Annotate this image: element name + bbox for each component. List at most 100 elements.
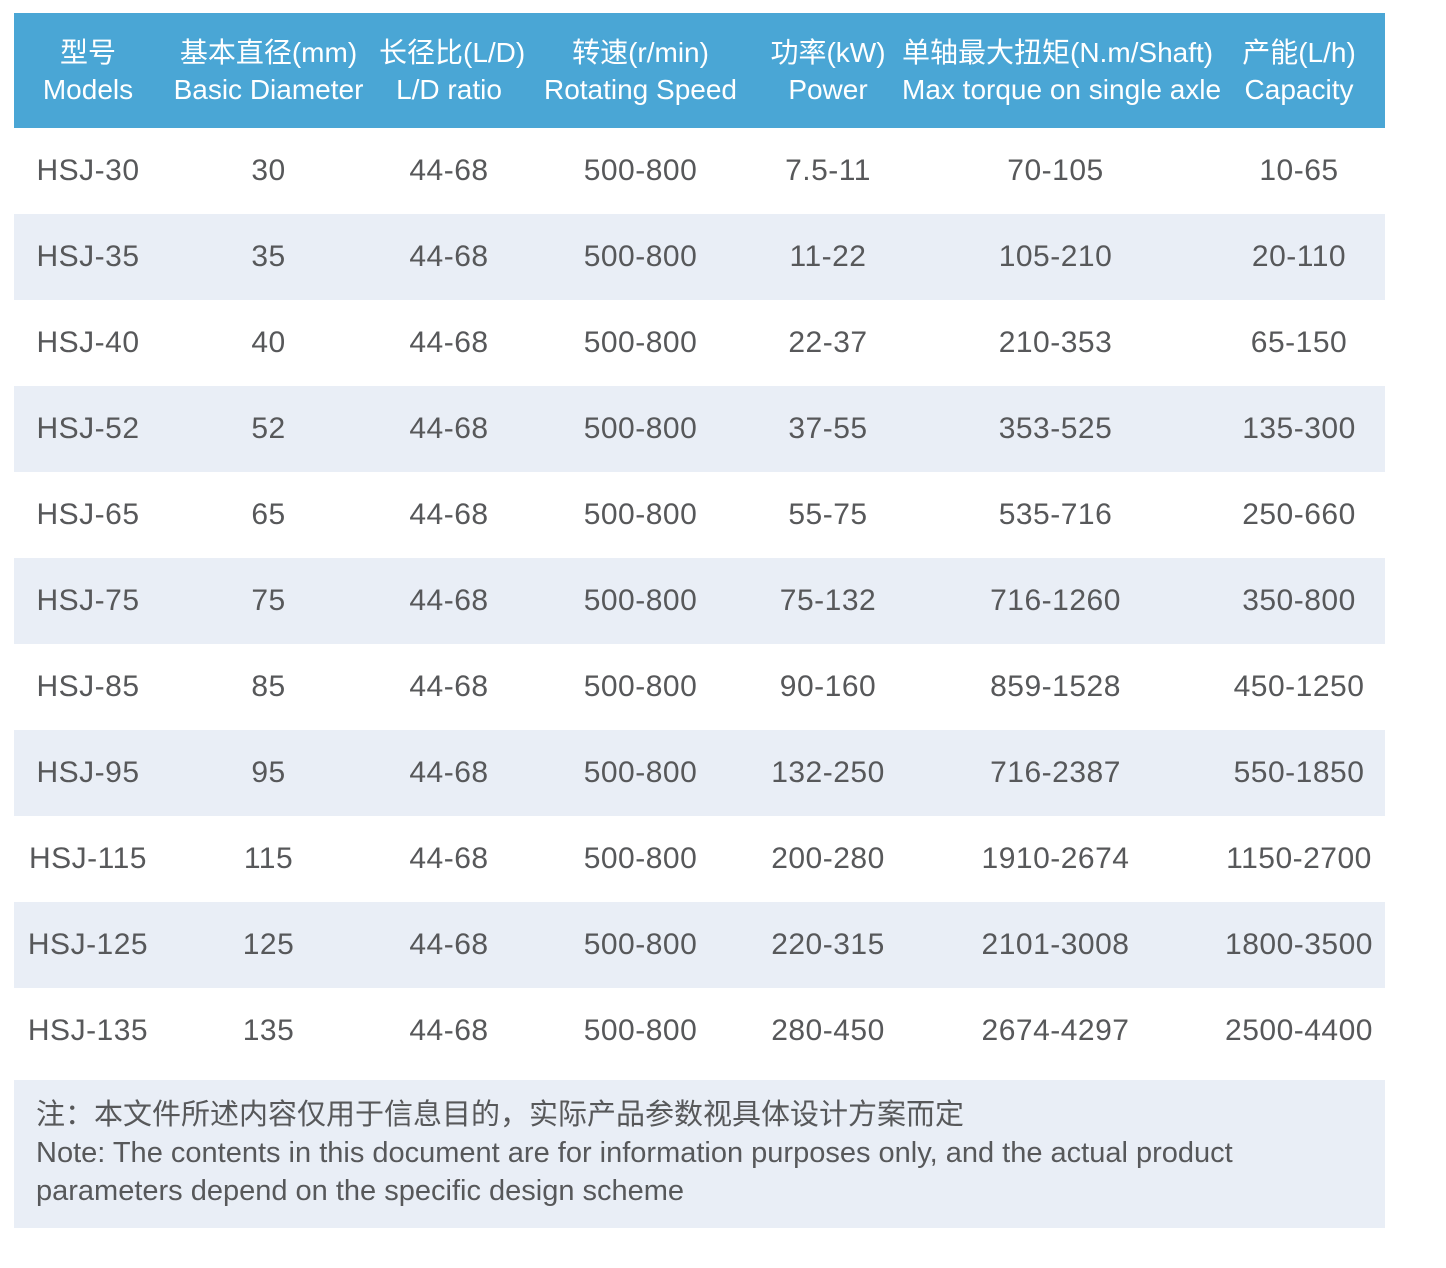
table-cell: 500-800 xyxy=(523,386,758,472)
column-header-zh: 型号 xyxy=(59,36,116,68)
table-cell: 500-800 xyxy=(523,214,758,300)
column-header-models: 型号 Models xyxy=(14,13,162,128)
table-cell: 535-716 xyxy=(998,498,1113,531)
table-cell: 44-68 xyxy=(375,386,523,472)
table-row: HSJ-30 30 44-68 500-800 7.5-11 70-105 10-65 xyxy=(14,128,1385,214)
column-header-zh: 转速(r/min) xyxy=(572,36,709,68)
table-cell: 135 xyxy=(242,1014,295,1047)
table-cell: 65 xyxy=(251,498,286,531)
column-header-en: Models xyxy=(42,73,134,105)
column-header-zh: 单轴最大扭矩(N.m/Shaft) xyxy=(902,36,1214,68)
column-header-en: Basic Diameter xyxy=(173,73,364,105)
table-cell: 550-1850 xyxy=(1213,730,1385,816)
note-box: 注：本文件所述内容仅用于信息目的，实际产品参数视具体设计方案而定 Note: T… xyxy=(14,1080,1385,1228)
model-cell: HSJ-135 xyxy=(27,1014,149,1047)
column-header-en: Rotating Speed xyxy=(543,73,738,105)
table-cell: 2500-4400 xyxy=(1225,1014,1373,1047)
table-cell: 65-150 xyxy=(1250,326,1348,359)
table-cell: 115 xyxy=(243,842,294,875)
column-header-max-torque: 单轴最大扭矩(N.m/Shaft) Max torque on single a… xyxy=(898,13,1222,128)
spec-table-container: 型号 Models 基本直径(mm) Basic Diameter 长径比(L/… xyxy=(14,13,1385,1228)
spec-table: 型号 Models 基本直径(mm) Basic Diameter 长径比(L/… xyxy=(14,13,1385,1074)
model-cell: HSJ-40 xyxy=(36,326,140,359)
table-cell: 220-315 xyxy=(758,902,898,988)
table-row: HSJ-52 52 44-68 500-800 37-55 353-525 135-300 xyxy=(14,386,1385,472)
table-cell: 1910-2674 xyxy=(981,842,1130,875)
table-cell: 95 xyxy=(162,730,375,816)
table-cell: 44-68 xyxy=(375,730,523,816)
table-cell: 500-800 xyxy=(583,670,698,703)
table-cell: 250-660 xyxy=(1242,498,1356,531)
table-cell: 85 xyxy=(251,670,286,703)
table-row: HSJ-75 75 44-68 500-800 75-132 716-1260 350-80… xyxy=(14,558,1385,644)
table-cell: 280-450 xyxy=(771,1014,885,1047)
table-cell: 75-132 xyxy=(758,558,898,644)
model-cell: HSJ-52 xyxy=(14,386,162,472)
table-cell: 70-105 xyxy=(1007,154,1104,187)
table-cell: 37-55 xyxy=(758,386,898,472)
table-cell: 30 xyxy=(251,154,286,187)
column-header-basic-diameter: 基本直径(mm) Basic Diameter xyxy=(162,13,375,128)
table-row: HSJ-115 115 44-68 500-800 200-280 1910-2674 11… xyxy=(14,816,1385,902)
column-header-ld-ratio: 长径比(L/D) L/D ratio xyxy=(375,13,526,128)
table-cell: 105-210 xyxy=(898,214,1213,300)
table-cell: 135-300 xyxy=(1213,386,1385,472)
table-cell: 90-160 xyxy=(779,670,877,703)
column-header-zh: 产能(L/h) xyxy=(1242,36,1356,68)
model-cell: HSJ-35 xyxy=(14,214,162,300)
table-cell: 125 xyxy=(162,902,375,988)
table-cell: 500-800 xyxy=(523,730,758,816)
table-cell: 716-1260 xyxy=(898,558,1213,644)
model-cell: HSJ-75 xyxy=(14,558,162,644)
column-header-en: L/D ratio xyxy=(396,73,502,105)
table-cell: 132-250 xyxy=(758,730,898,816)
column-header-rotating-speed: 转速(r/min) Rotating Speed xyxy=(523,13,758,128)
column-header-en: Capacity xyxy=(1244,73,1354,105)
table-cell: 500-800 xyxy=(583,842,698,875)
table-cell: 500-800 xyxy=(583,326,698,359)
table-row: HSJ-95 95 44-68 500-800 132-250 716-2387 550-1… xyxy=(14,730,1385,816)
table-row: HSJ-135 135 44-68 500-800 280-450 2674-4297 25… xyxy=(14,988,1385,1074)
table-cell: 500-800 xyxy=(583,498,698,531)
column-header-power: 功率(kW) Power xyxy=(758,13,898,128)
table-cell: 44-68 xyxy=(375,902,523,988)
note-zh: 注：本文件所述内容仅用于信息目的，实际产品参数视具体设计方案而定 xyxy=(36,1099,965,1131)
table-cell: 44-68 xyxy=(375,558,523,644)
table-cell: 35 xyxy=(162,214,375,300)
table-header-row: 型号 Models 基本直径(mm) Basic Diameter 长径比(L/… xyxy=(14,13,1385,128)
column-header-en: Power xyxy=(788,73,868,105)
table-cell: 1150-2700 xyxy=(1226,842,1372,875)
table-cell: 2101-3008 xyxy=(898,902,1213,988)
table-cell: 44-68 xyxy=(409,326,489,359)
table-cell: 44-68 xyxy=(375,214,523,300)
table-cell: 500-800 xyxy=(583,1014,698,1047)
table-cell: 44-68 xyxy=(409,498,489,531)
table-row: HSJ-40 40 44-68 500-800 22-37 210-353 65-150 xyxy=(14,300,1385,386)
table-cell: 2674-4297 xyxy=(981,1014,1130,1047)
table-cell: 500-800 xyxy=(583,154,698,187)
table-cell: 210-353 xyxy=(998,326,1113,359)
column-header-zh: 基本直径(mm) xyxy=(179,36,358,68)
table-cell: 11-22 xyxy=(758,214,898,300)
table-cell: 10-65 xyxy=(1259,154,1339,187)
table-cell: 200-280 xyxy=(771,842,885,875)
table-cell: 75 xyxy=(162,558,375,644)
table-row: HSJ-85 85 44-68 500-800 90-160 859-1528 450-12… xyxy=(14,644,1385,730)
model-cell: HSJ-95 xyxy=(14,730,162,816)
model-cell: HSJ-65 xyxy=(36,498,140,531)
table-cell: 450-1250 xyxy=(1233,670,1365,703)
column-header-zh: 长径比(L/D) xyxy=(379,36,526,68)
table-cell: 350-800 xyxy=(1213,558,1385,644)
model-cell: HSJ-115 xyxy=(29,842,147,875)
table-row: HSJ-125 125 44-68 500-800 220-315 2101-3008 18… xyxy=(14,902,1385,988)
column-header-en: Max torque on single axle xyxy=(902,73,1222,105)
table-cell: 500-800 xyxy=(523,902,758,988)
table-row: HSJ-35 35 44-68 500-800 11-22 105-210 20-110 xyxy=(14,214,1385,300)
note-en: Note: The contents in this document are … xyxy=(36,1137,1233,1207)
table-cell: 716-2387 xyxy=(898,730,1213,816)
table-cell: 7.5-11 xyxy=(785,154,871,187)
model-cell: HSJ-125 xyxy=(14,902,162,988)
column-header-capacity: 产能(L/h) Capacity xyxy=(1213,13,1385,128)
table-cell: 353-525 xyxy=(898,386,1213,472)
